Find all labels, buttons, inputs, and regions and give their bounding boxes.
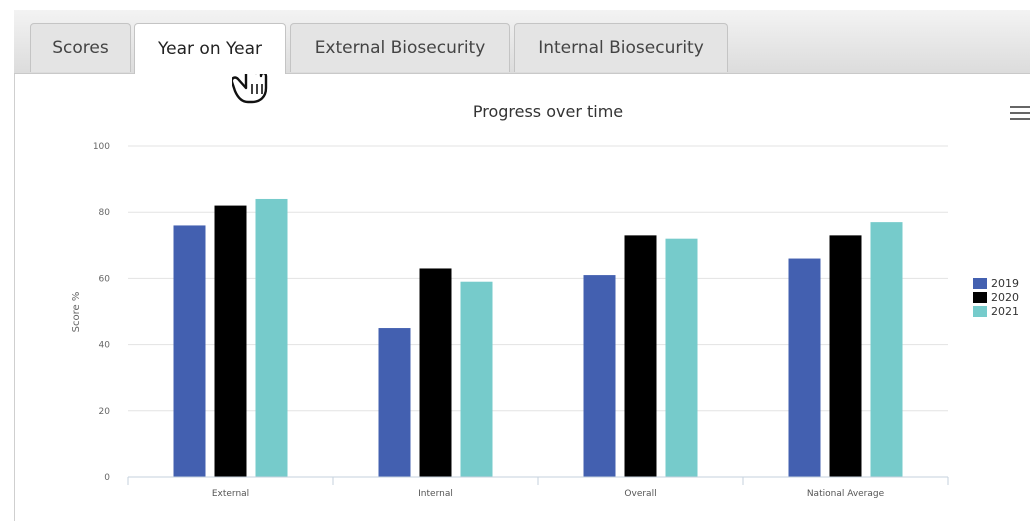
bar-2020-internal[interactable] (419, 268, 452, 477)
legend-swatch-2019[interactable] (973, 278, 987, 289)
y-tick-label: 100 (93, 142, 110, 152)
tab-internal-biosecurity[interactable]: Internal Biosecurity (514, 23, 728, 72)
chart-title: Progress over time (473, 102, 623, 121)
y-tick-label: 0 (104, 473, 110, 483)
legend-label-2021[interactable]: 2021 (991, 305, 1019, 318)
y-axis-label: Score % (71, 292, 82, 333)
legend-label-2020[interactable]: 2020 (991, 291, 1019, 304)
x-category-label: External (212, 489, 249, 499)
x-axis: External Internal Overall National Average (127, 476, 949, 499)
bar-2020-external[interactable] (214, 205, 247, 477)
grid-lines (128, 145, 948, 412)
bar-2021-internal[interactable] (460, 281, 493, 477)
bar-2021-overall[interactable] (665, 238, 698, 477)
y-tick-label: 40 (99, 341, 111, 351)
y-tick-label: 60 (99, 274, 111, 284)
hamburger-menu-icon[interactable] (1010, 106, 1030, 122)
bar-2019-external[interactable] (173, 225, 206, 477)
legend-label-2019[interactable]: 2019 (991, 277, 1019, 290)
x-category-label: Internal (418, 489, 453, 499)
bar-2019-national-average[interactable] (788, 258, 821, 477)
bars (173, 198, 903, 477)
x-category-label: Overall (624, 489, 656, 499)
legend-swatch-2021[interactable] (973, 306, 987, 317)
bar-2019-overall[interactable] (583, 275, 616, 477)
y-tick-label: 80 (99, 208, 111, 218)
bar-2020-national-average[interactable] (829, 235, 862, 477)
bar-2020-overall[interactable] (624, 235, 657, 477)
bar-2021-national-average[interactable] (870, 222, 903, 477)
tab-year-on-year[interactable]: Year on Year (134, 23, 286, 74)
x-category-label: National Average (807, 489, 885, 499)
legend-swatch-2020[interactable] (973, 292, 987, 303)
tab-external-biosecurity[interactable]: External Biosecurity (290, 23, 510, 72)
bar-2019-internal[interactable] (378, 328, 411, 477)
y-tick-label: 20 (99, 407, 111, 417)
tab-scores[interactable]: Scores (30, 23, 131, 72)
y-axis-ticks: 0 20 40 60 80 100 (93, 142, 110, 483)
bar-2021-external[interactable] (255, 198, 288, 477)
